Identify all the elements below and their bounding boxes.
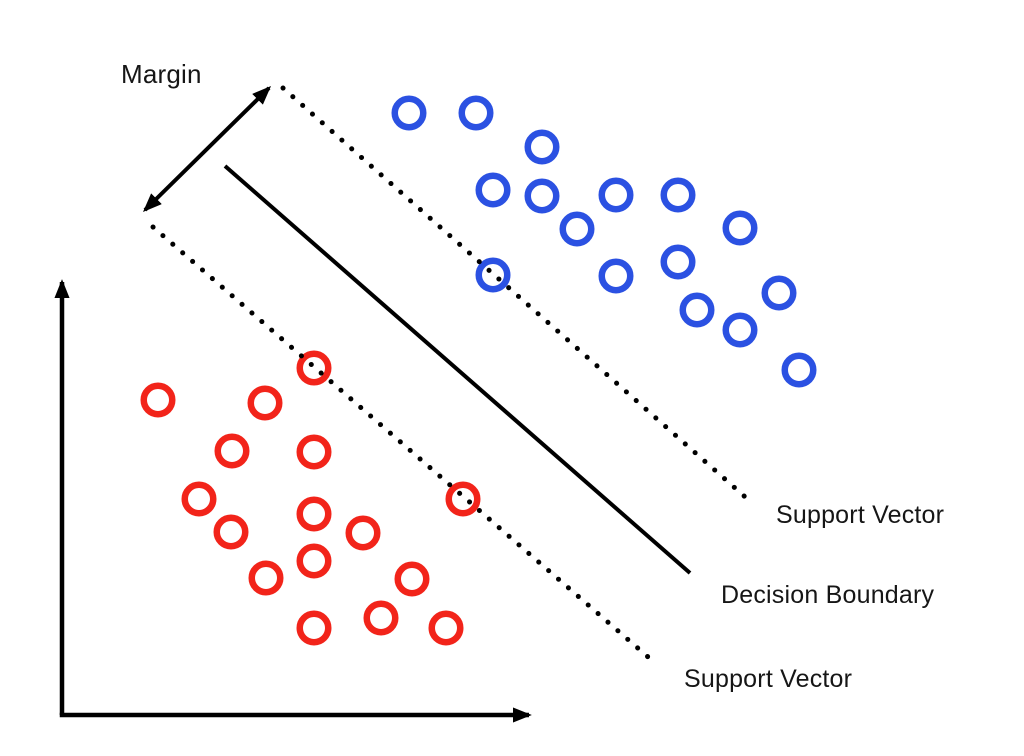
blue-class-point [598,258,634,294]
blue-class-point [458,95,494,131]
support-vector-line-bottom [150,224,658,666]
decision-boundary-line [223,164,692,575]
blue-class-point [660,177,696,213]
red-class-point [140,382,176,418]
red-class-point [296,543,332,579]
red-class-point [345,515,381,551]
decision-boundary-label: Decision Boundary [721,581,935,609]
axes-layer [54,279,532,723]
support-vector-top-label: Support Vector [776,501,945,529]
blue-class-point [559,211,595,247]
data-points-layer [140,95,817,646]
red-class-point [296,434,332,470]
blue-class-point [475,257,511,293]
red-class-point [296,496,332,532]
red-class-point [247,385,283,421]
red-class-point [214,433,250,469]
blue-class-point [722,210,758,246]
boundary-lines-layer [142,85,755,666]
margin-double-arrow [142,86,272,212]
blue-class-point [679,292,715,328]
blue-class-point [524,178,560,214]
margin-label: Margin [121,59,202,89]
blue-class-point [722,312,758,348]
red-class-point [445,481,481,517]
blue-class-point [761,275,797,311]
red-class-point [428,610,464,646]
blue-class-point [781,352,817,388]
support-vector-line-top [280,85,755,506]
red-class-point [296,350,332,386]
blue-class-point [524,129,560,165]
red-class-point [181,481,217,517]
blue-class-point [598,177,634,213]
blue-class-point [660,244,696,280]
red-class-point [248,560,284,596]
red-class-point [296,610,332,646]
red-class-point [213,514,249,550]
blue-class-point [475,172,511,208]
red-class-point [363,600,399,636]
support-vector-bottom-label: Support Vector [684,665,853,693]
blue-class-point [391,95,427,131]
red-class-point [394,561,430,597]
